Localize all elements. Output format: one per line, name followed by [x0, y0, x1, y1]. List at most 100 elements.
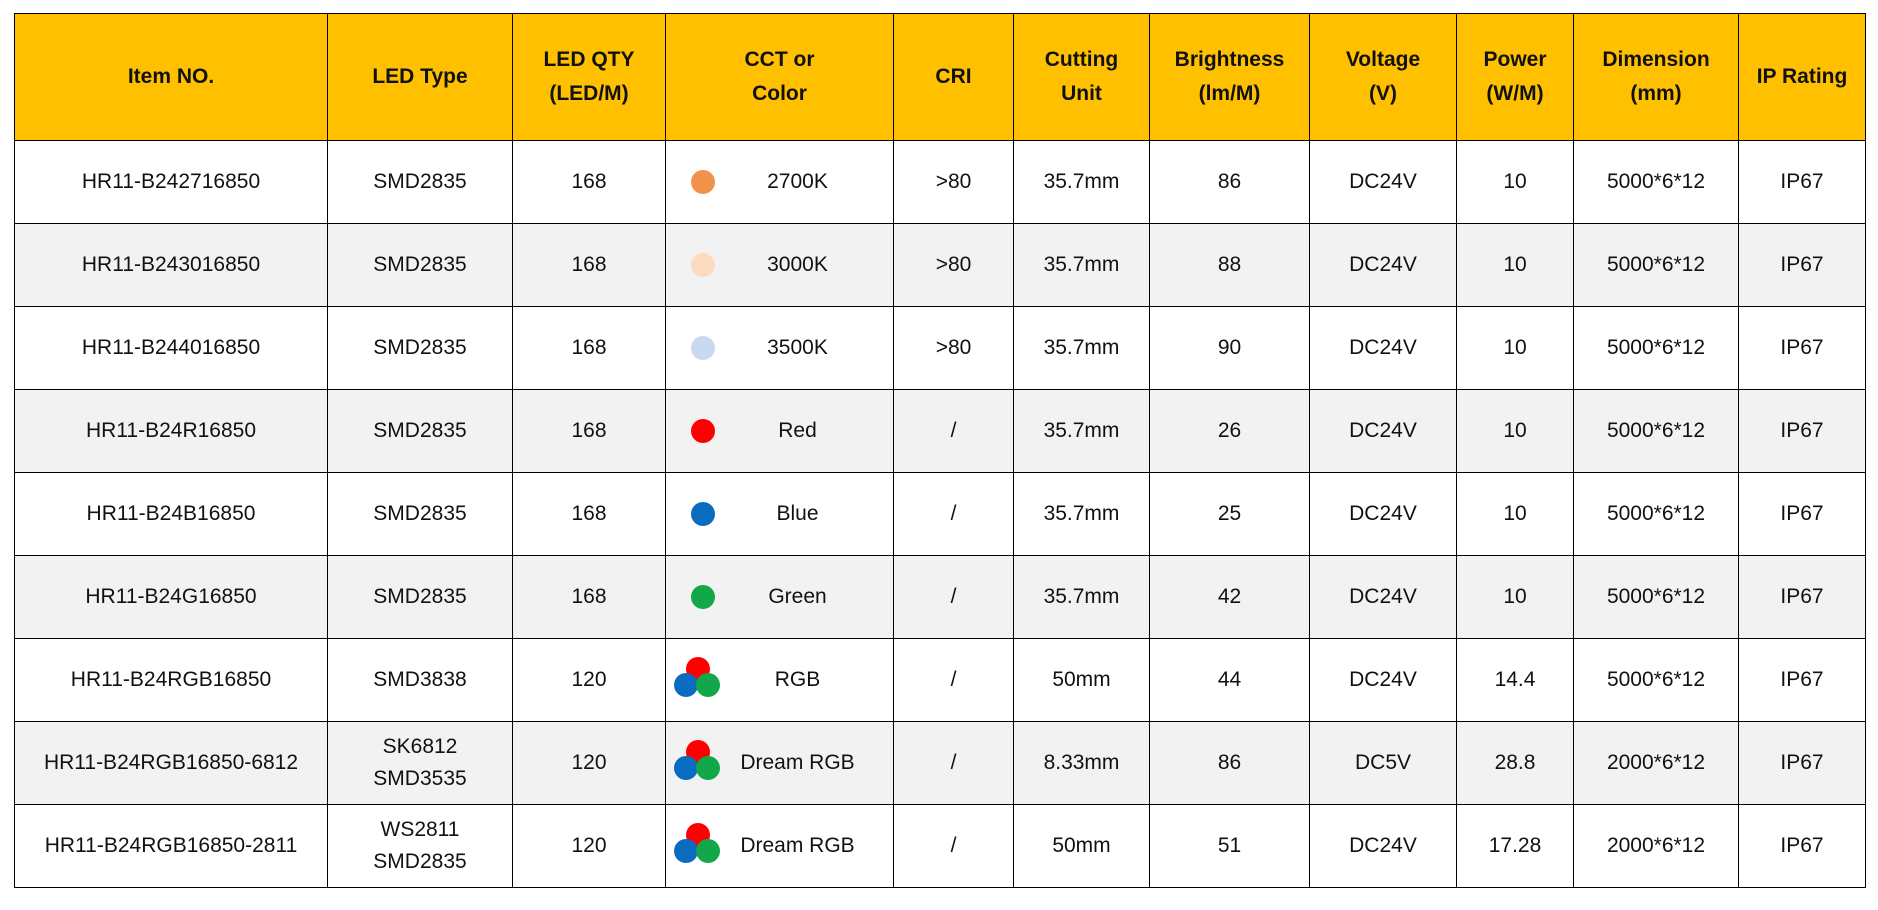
table-cell: /	[893, 555, 1014, 639]
table-cell: /	[893, 638, 1014, 722]
table-cell: 42	[1149, 555, 1310, 639]
table-cell: 28.8	[1456, 721, 1574, 805]
cell-text: DC24V	[1349, 668, 1417, 691]
cell-text: 10	[1503, 170, 1527, 193]
table-cell: SMD2835	[327, 555, 513, 639]
table-cell: 10	[1456, 389, 1574, 473]
table-cell: HR11-B24G16850	[14, 555, 328, 639]
table-row: HR11-B24RGB16850-6812 SK6812 SMD3535 120 Dre…	[14, 721, 1866, 805]
cell-text: HR11-B242716850	[81, 170, 261, 193]
table-cell: IP67	[1738, 389, 1866, 473]
cell-text: (LED/M)	[549, 82, 629, 105]
cell-text: HR11-B24B16850	[86, 502, 256, 525]
cell-text: DC24V	[1349, 502, 1417, 525]
table-cell: HR11-B24RGB16850	[14, 638, 328, 722]
color-swatch	[691, 336, 715, 360]
table-cell: 35.7mm	[1013, 140, 1150, 224]
table-cell: 35.7mm	[1013, 306, 1150, 390]
cell-text: 25	[1217, 502, 1242, 525]
table-cell: HR11-B24RGB16850-2811	[14, 804, 328, 888]
cell-text: 10	[1503, 585, 1527, 608]
spec-table: Item NO. LED Type LED QTY (LED/M) CCT or Colo…	[14, 13, 1866, 888]
table-cell: 17.28	[1456, 804, 1574, 888]
table-cell: HR11-B24B16850	[14, 472, 328, 556]
cell-text: HR11-B24RGB16850-6812	[43, 751, 299, 774]
header-cell: LED Type	[327, 13, 513, 141]
cell-text: SMD2835	[373, 419, 467, 442]
cell-text: 168	[571, 253, 607, 276]
cell-text: 5000*6*12	[1606, 253, 1706, 276]
cell-text: 5000*6*12	[1606, 502, 1706, 525]
cell-text: IP67	[1780, 668, 1824, 691]
color-swatch	[696, 756, 720, 780]
cell-text: IP67	[1780, 502, 1824, 525]
cell-text: 35.7mm	[1043, 170, 1120, 193]
cell-text: 120	[571, 668, 607, 691]
table-cell: 25	[1149, 472, 1310, 556]
cell-text: DC5V	[1354, 751, 1412, 774]
header-cell: CCT or Color	[665, 13, 894, 141]
table-row: HR11-B24RGB16850 SMD3838 120 RGB / 50mm 44 DC24…	[14, 638, 1866, 722]
table-cell: 8.33mm	[1013, 721, 1150, 805]
header-cell: Item NO.	[14, 13, 328, 141]
table-cell: 10	[1456, 223, 1574, 307]
cell-text: HR11-B24R16850	[85, 419, 257, 442]
color-swatch	[674, 673, 698, 697]
cell-text: 35.7mm	[1043, 502, 1120, 525]
table-cell: HR11-B24RGB16850-6812	[14, 721, 328, 805]
table-row: HR11-B243016850 SMD2835 168 3000K >80 35.7mm 8…	[14, 223, 1866, 307]
cell-text: 8.33mm	[1043, 751, 1120, 774]
table-cell: /	[893, 472, 1014, 556]
cell-text: 168	[571, 585, 607, 608]
color-swatch	[696, 673, 720, 697]
cell-text: >80	[935, 253, 972, 276]
cell-text: (mm)	[1630, 82, 1682, 105]
table-cell: 2700K	[665, 140, 894, 224]
table-cell: 168	[512, 389, 666, 473]
cell-text: IP67	[1780, 419, 1824, 442]
cell-text: /	[950, 419, 957, 442]
table-cell: DC24V	[1309, 472, 1457, 556]
header-cell: Cutting Unit	[1013, 13, 1150, 141]
color-swatch	[691, 585, 715, 609]
table-cell: 168	[512, 472, 666, 556]
cell-text: HR11-B24RGB16850-2811	[44, 834, 298, 857]
table-cell: IP67	[1738, 555, 1866, 639]
cell-text: 14.4	[1494, 668, 1536, 691]
table-row: HR11-B242716850 SMD2835 168 2700K >80 35.7mm 8…	[14, 140, 1866, 224]
table-cell: 26	[1149, 389, 1310, 473]
cell-text: 35.7mm	[1043, 253, 1120, 276]
table-cell: 168	[512, 555, 666, 639]
color-swatch	[691, 502, 715, 526]
cell-text: Voltage	[1345, 48, 1421, 71]
table-cell: 44	[1149, 638, 1310, 722]
cell-text: /	[950, 502, 957, 525]
table-cell: IP67	[1738, 638, 1866, 722]
table-cell: 86	[1149, 140, 1310, 224]
table-row: HR11-B24RGB16850-2811 WS2811 SMD2835 120 Dre…	[14, 804, 1866, 888]
table-cell: IP67	[1738, 472, 1866, 556]
cell-text: 35.7mm	[1043, 585, 1120, 608]
cell-text: LED QTY	[543, 48, 635, 71]
header-row: Item NO. LED Type LED QTY (LED/M) CCT or Colo…	[14, 13, 1866, 141]
table-cell: 120	[512, 638, 666, 722]
cell-text: 50mm	[1052, 834, 1111, 857]
cell-text: 168	[571, 336, 607, 359]
table-cell: DC24V	[1309, 555, 1457, 639]
cell-text: 28.8	[1494, 751, 1536, 774]
cell-text: CCT or	[744, 48, 815, 71]
table-cell: 14.4	[1456, 638, 1574, 722]
cell-text: /	[950, 751, 957, 774]
header-cell: IP Rating	[1738, 13, 1866, 141]
cell-text: 3500K	[767, 336, 828, 359]
cell-text: Brightness	[1174, 48, 1285, 71]
table-cell: 5000*6*12	[1573, 140, 1739, 224]
cell-text: 51	[1217, 834, 1242, 857]
cell-text: HR11-B243016850	[81, 253, 261, 276]
cell-text: IP67	[1780, 834, 1824, 857]
cell-text: Color	[752, 82, 807, 105]
cell-text: DC24V	[1349, 834, 1417, 857]
color-swatch	[674, 839, 698, 863]
cell-text: SMD2835	[373, 170, 467, 193]
